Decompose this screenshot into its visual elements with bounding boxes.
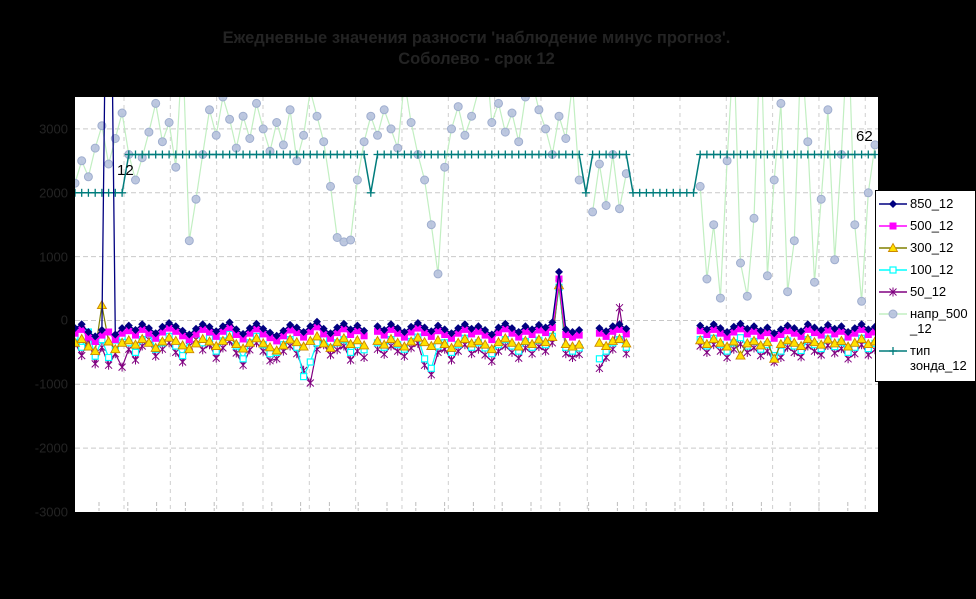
triangle-marker-icon [879, 242, 907, 252]
legend-item-100_12: 100_12 [878, 262, 973, 277]
plus-marker-icon [879, 347, 907, 355]
series-850_12 [75, 97, 878, 341]
legend-item-label: 850_12 [910, 196, 954, 211]
plot-area [75, 97, 878, 512]
legend-item-label: 50_12 [910, 284, 947, 299]
legend-item-label: 500_12 [910, 218, 954, 233]
series-тип зонда_12 [75, 150, 878, 197]
legend-item-напр_500_12: напр_500_12 [878, 306, 973, 336]
gridlines [75, 97, 878, 512]
series-напр_500_12 [75, 97, 878, 306]
legend-item-50_12: 50_12 [878, 284, 973, 299]
chart-title-line2: Соболево - срок 12 [398, 50, 555, 68]
legend-item-label: напр_500_12 [910, 306, 968, 336]
legend-item-850_12: 850_12 [878, 196, 973, 211]
asterisk-marker-icon [879, 287, 907, 297]
legend-item-label: 300_12 [910, 240, 954, 255]
legend-item-500_12: 500_12 [878, 218, 973, 233]
legend-item-label: тип зонда_12 [910, 343, 967, 373]
square-marker-icon [879, 222, 907, 230]
legend-item-label: 100_12 [910, 262, 954, 277]
diamond-marker-icon [879, 200, 907, 208]
y-axis-tick-label: -3000 [34, 504, 68, 520]
y-axis-tick-label: 1000 [39, 249, 68, 265]
chart-title-line1: Ежедневные значения разности 'наблюдение… [222, 29, 731, 47]
chart-title: Ежедневные значения разности 'наблюдение… [75, 28, 878, 70]
open-square-marker-icon [879, 266, 907, 274]
circle-marker-icon [879, 309, 907, 319]
y-axis-tick-label: 3000 [39, 121, 68, 137]
series-300_12 [75, 279, 878, 363]
y-axis-tick-label: -1000 [34, 376, 68, 392]
legend: 850_12 500_12 300_12 100_12 50_12 напр_500_12… [875, 190, 976, 382]
y-axis-tick-label: -2000 [34, 440, 68, 456]
y-axis-tick-label: 0 [60, 312, 68, 328]
series-500_12 [75, 275, 878, 345]
point-data-label: 12 [117, 162, 134, 179]
point-data-label: 62 [856, 128, 873, 145]
y-axis-tick-label: 2000 [39, 185, 68, 201]
legend-item-тип зонда_12: тип зонда_12 [878, 343, 973, 373]
legend-item-300_12: 300_12 [878, 240, 973, 255]
